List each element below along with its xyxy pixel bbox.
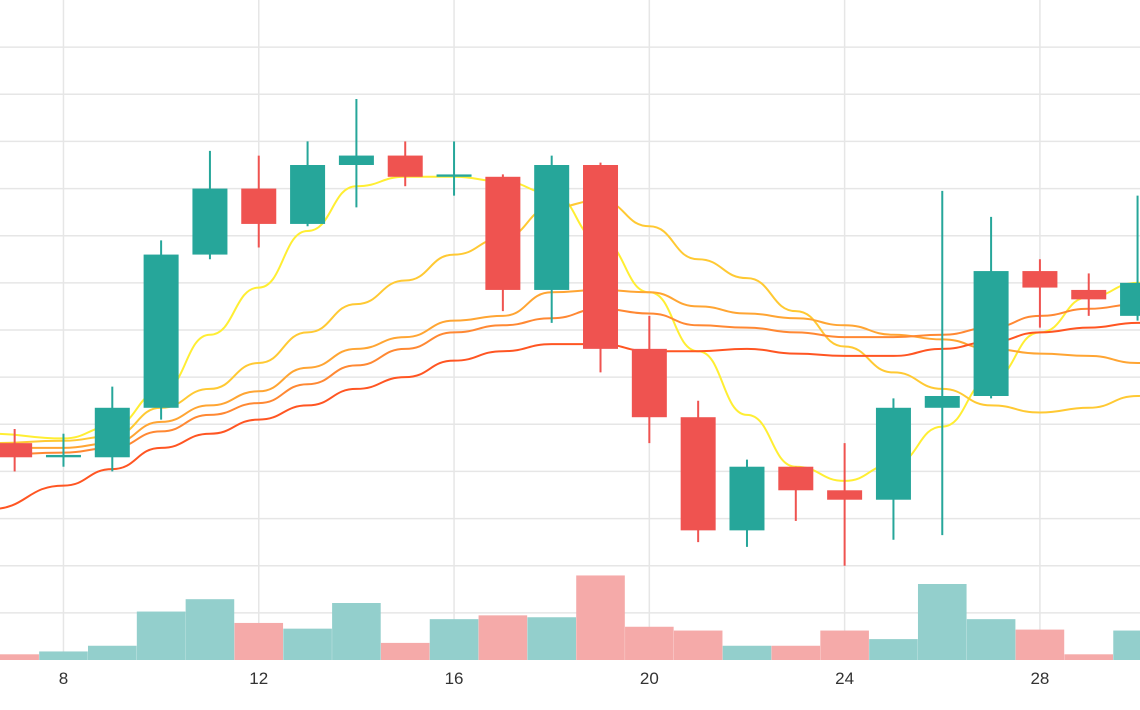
- volume-bar: [917, 584, 967, 660]
- candle-body: [875, 407, 911, 500]
- volume-bar: [1064, 654, 1114, 660]
- candle-body: [827, 490, 863, 500]
- candle-body: [631, 348, 667, 418]
- volume-bar: [869, 639, 918, 660]
- volume-bar: [1113, 630, 1140, 660]
- candle-body: [1120, 282, 1140, 316]
- candle-body: [290, 165, 326, 224]
- x-tick-label: 20: [640, 669, 659, 688]
- x-tick-label: 28: [1030, 669, 1049, 688]
- volume-bar: [771, 645, 821, 660]
- volume-bar: [527, 617, 576, 660]
- candle-body: [0, 443, 33, 458]
- candle-body: [485, 176, 521, 290]
- candle-body: [729, 466, 765, 531]
- candle-body: [1022, 271, 1058, 288]
- candle-body: [387, 155, 423, 177]
- volume-bar: [429, 619, 479, 660]
- x-axis: 8 12 16 20 24 28: [59, 669, 1050, 688]
- candle-body: [143, 254, 179, 408]
- volume-bars: [0, 575, 1140, 660]
- candle-body: [338, 155, 374, 165]
- volume-bar: [625, 626, 674, 660]
- volume-bar: [1015, 629, 1065, 660]
- x-tick-label: 8: [59, 669, 68, 688]
- candle-body: [680, 417, 716, 531]
- volume-bar: [673, 630, 723, 660]
- volume-bar: [136, 611, 186, 660]
- volume-bar: [966, 619, 1016, 660]
- candle-body: [973, 271, 1009, 396]
- volume-bar: [478, 615, 528, 660]
- candle-body: [45, 454, 81, 458]
- volume-bar: [39, 651, 88, 660]
- volume-bar: [283, 628, 332, 660]
- candle-body: [241, 188, 277, 224]
- candle-body: [778, 466, 814, 491]
- volume-bar: [87, 645, 137, 660]
- volume-bar: [820, 630, 869, 660]
- candle-body: [924, 396, 960, 408]
- candle-body: [534, 165, 570, 290]
- x-tick-label: 16: [445, 669, 464, 688]
- candle-body: [583, 165, 619, 349]
- x-tick-label: 24: [835, 669, 854, 688]
- volume-bar: [332, 603, 381, 660]
- candle-body: [192, 188, 228, 255]
- volume-bar: [234, 622, 284, 660]
- candle-body: [1071, 289, 1107, 300]
- chart-grid: [0, 0, 1140, 660]
- volume-bar: [380, 642, 430, 660]
- x-tick-label: 12: [249, 669, 268, 688]
- volume-bar: [0, 654, 39, 660]
- candles: [0, 99, 1140, 566]
- volume-bar: [185, 599, 235, 660]
- candle-body: [436, 174, 472, 177]
- volume-bar: [722, 645, 772, 660]
- candle-body: [94, 407, 130, 458]
- volume-bar: [576, 575, 625, 660]
